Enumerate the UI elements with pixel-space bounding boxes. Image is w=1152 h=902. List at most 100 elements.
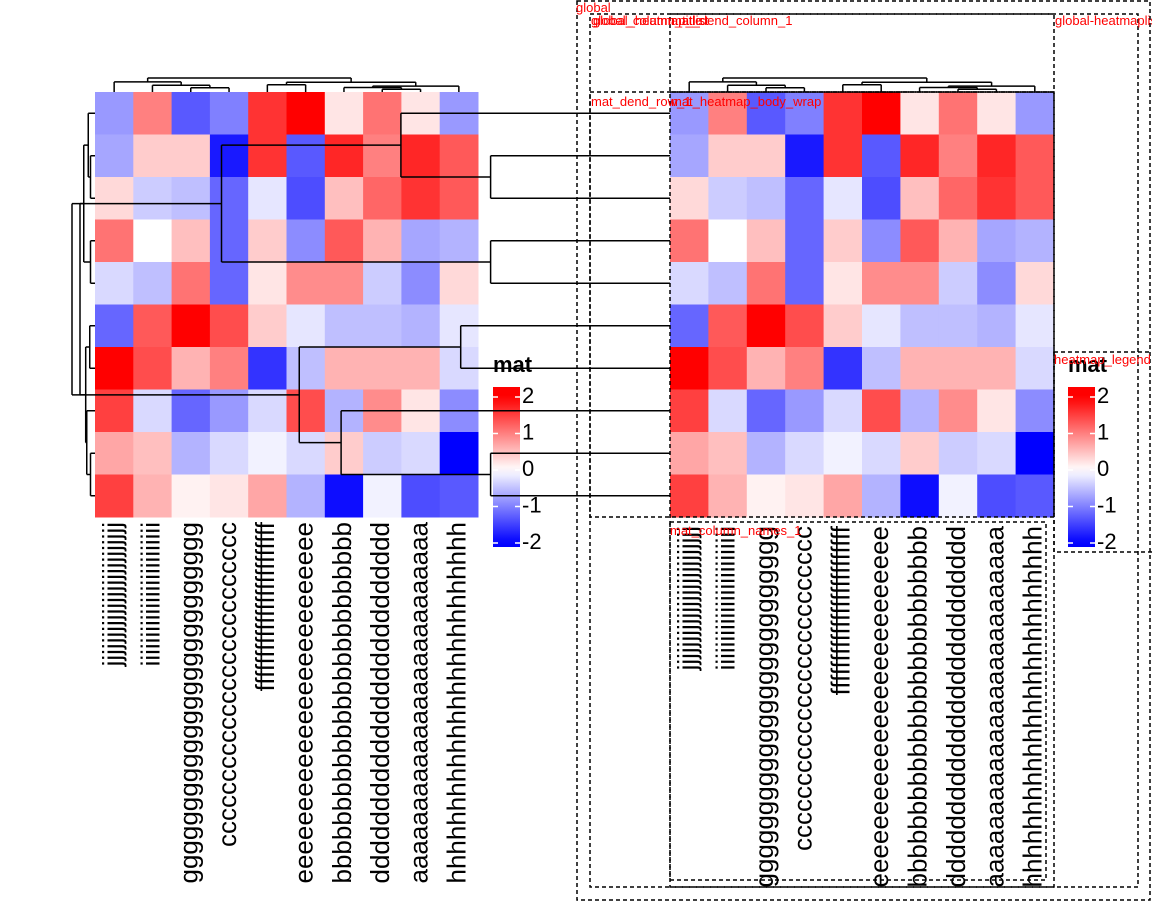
- legend-title: mat: [493, 352, 533, 377]
- heatmap-cell: [95, 134, 134, 178]
- heatmap-cell: [1015, 432, 1055, 475]
- legend-bar: [1068, 387, 1095, 547]
- heatmap-cell: [708, 219, 748, 263]
- heatmap-cell: [823, 134, 863, 178]
- heatmap-cell: [324, 432, 364, 475]
- heatmap-cell: [977, 177, 1017, 220]
- heatmap-cell: [1015, 262, 1055, 305]
- heatmap-cell: [823, 474, 863, 518]
- heatmap-cell: [401, 219, 441, 263]
- heatmap-cell: [708, 262, 748, 305]
- heatmap-cell: [708, 389, 748, 433]
- heatmap-cell: [133, 304, 173, 348]
- heatmap-cell: [363, 432, 402, 475]
- viewport-label: mat_heatmap_body_wrap: [671, 94, 821, 109]
- heatmap-cell: [823, 92, 863, 135]
- heatmap-cell: [746, 219, 786, 263]
- heatmap: jjjjjjjjjjjjjjjjjjjjjjjjj iiiiiiiiiiiiiii…: [79, 77, 542, 884]
- heatmap-cell: [977, 304, 1017, 348]
- heatmap-cell: [133, 92, 173, 135]
- heatmap-cell: [785, 177, 825, 220]
- heatmap-cell: [862, 389, 901, 433]
- heatmap-cell: [133, 177, 173, 220]
- viewport-label: global: [576, 0, 611, 15]
- legend-tick-label: 2: [1097, 383, 1109, 408]
- heatmap-cell: [900, 262, 940, 305]
- heatmap-cell: [286, 474, 326, 518]
- heatmap-cell: [746, 389, 786, 433]
- heatmap-cell: [938, 474, 978, 518]
- heatmap-cell: [209, 347, 249, 390]
- column-label: ddddddddddddddddddddddddd: [365, 522, 395, 884]
- heatmap-cell: [900, 432, 940, 475]
- legend-tick-label: 1: [1097, 419, 1109, 444]
- heatmap-cell: [862, 304, 901, 348]
- heatmap-cell: [785, 347, 825, 390]
- heatmap-cell: [900, 304, 940, 348]
- heatmap-cell: [670, 474, 709, 518]
- heatmap-cell: [95, 219, 134, 263]
- heatmap-cell: [171, 432, 211, 475]
- heatmap-cell: [900, 347, 940, 390]
- heatmap-cell: [977, 262, 1017, 305]
- heatmap-cell: [286, 347, 326, 390]
- heatmap-cell: [823, 262, 863, 305]
- heatmap-cell: [209, 389, 249, 433]
- heatmap-cell: [248, 347, 287, 390]
- heatmap-cell: [209, 219, 249, 263]
- heatmap-cell: [324, 92, 364, 135]
- heatmap-cell: [439, 262, 479, 305]
- heatmap-cell: [171, 219, 211, 263]
- heatmap-cell: [133, 134, 173, 178]
- heatmap-cell: [938, 389, 978, 433]
- legend-tick-label: -2: [1097, 529, 1117, 554]
- heatmap-cell: [439, 134, 479, 178]
- heatmap-cell: [670, 389, 709, 433]
- heatmap-cell: [785, 134, 825, 178]
- heatmap-cell: [401, 347, 441, 390]
- heatmap-cell: [363, 177, 402, 220]
- viewport-label: mat_column_names_1: [670, 523, 802, 538]
- column-label: jjjjjjjjjjjjjjjjjjjjjjjjj: [97, 522, 127, 667]
- legend-bar: [493, 387, 520, 547]
- heatmap-cell: [708, 134, 748, 178]
- legend-tick-label: -2: [522, 529, 542, 554]
- heatmap-cell: [823, 432, 863, 475]
- column-label: iiiiiiiiiiiiiiiiiiiiiiiii: [710, 526, 740, 670]
- heatmap-cell: [324, 304, 364, 348]
- heatmap-cell: [823, 177, 863, 220]
- heatmap-cell: [670, 219, 709, 263]
- heatmap-cell: [1015, 177, 1055, 220]
- heatmap-cell: [900, 389, 940, 433]
- heatmap-cell: [746, 92, 786, 135]
- heatmap-cell: [248, 389, 287, 433]
- heatmap-cell: [133, 389, 173, 433]
- heatmap-cell: [746, 177, 786, 220]
- heatmap-cell: [401, 304, 441, 348]
- heatmap-cell: [938, 347, 978, 390]
- column-label: hhhhhhhhhhhhhhhhhhhhhhhhh: [1018, 526, 1048, 888]
- heatmap-cell: [133, 219, 173, 263]
- heatmap-cell: [248, 474, 287, 518]
- heatmap-cell: [862, 177, 901, 220]
- legend-tick-label: 2: [522, 383, 534, 408]
- heatmap-cell: [1015, 347, 1055, 390]
- viewport-box: [589, 91, 1055, 518]
- heatmap-cell: [977, 432, 1017, 475]
- heatmap-cell: [286, 219, 326, 263]
- heatmap-cell: [900, 177, 940, 220]
- heatmap-cell: [401, 177, 441, 220]
- heatmap-cell: [1015, 134, 1055, 178]
- heatmap-cell: [862, 92, 901, 135]
- heatmap-cell: [248, 304, 287, 348]
- viewport-label: mat_dend_column_1: [671, 13, 792, 28]
- heatmap-cell: [324, 347, 364, 390]
- heatmap-cell: [746, 262, 786, 305]
- heatmap-cell: [708, 347, 748, 390]
- heatmap-cell: [746, 432, 786, 475]
- heatmap-cell: [746, 134, 786, 178]
- heatmap-cell: [977, 347, 1017, 390]
- heatmap-cell: [862, 432, 901, 475]
- heatmap-cell: [95, 177, 134, 220]
- heatmap-cell: [900, 219, 940, 263]
